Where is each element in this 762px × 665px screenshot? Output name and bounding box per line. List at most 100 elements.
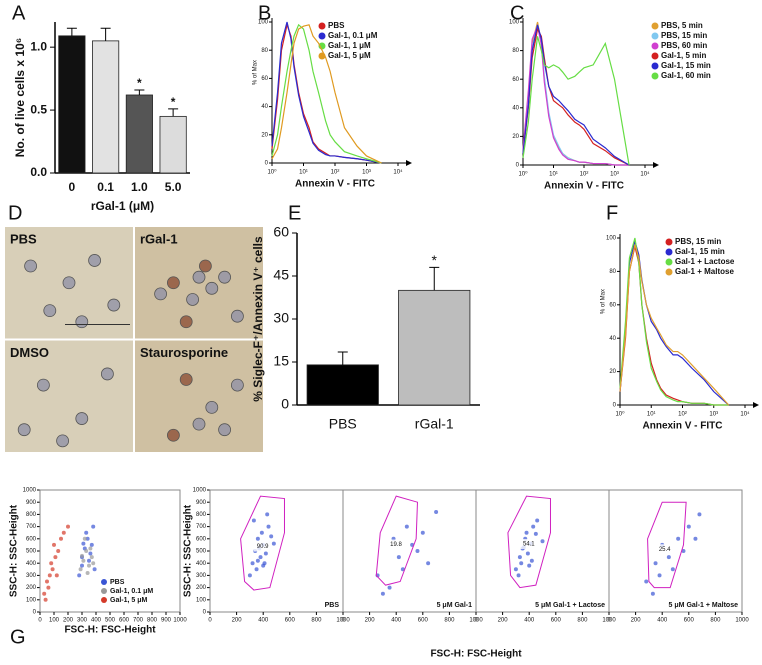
y-tick-label: 100 <box>26 597 37 603</box>
series-line <box>271 21 382 164</box>
point <box>259 530 264 535</box>
facet-label: 5 μM Gal-1 + Lactose <box>535 602 605 609</box>
facet-label: 5 μM Gal-1 <box>437 602 473 609</box>
x-tick-label: 200 <box>365 618 376 624</box>
x-tick-label: 600 <box>285 618 296 624</box>
point <box>42 591 47 596</box>
legend-swatch <box>651 22 659 30</box>
cell <box>230 309 244 323</box>
y-tick-label: 500 <box>196 549 207 555</box>
point <box>247 573 252 578</box>
cell <box>198 259 212 273</box>
y-tick-label: 60 <box>273 224 289 240</box>
x-tick-label: 400 <box>524 618 535 624</box>
cell <box>43 304 57 318</box>
y-tick-label: 40 <box>512 105 519 111</box>
y-tick-label: 20 <box>261 132 268 138</box>
legend-label: Gal-1, 5 μM <box>328 51 371 60</box>
cell <box>192 270 206 284</box>
x-tick-label: 200 <box>63 618 74 624</box>
x-tick-label: 1000 <box>735 618 749 624</box>
significance: * <box>171 95 176 109</box>
x-tick-label: PBS <box>329 416 357 432</box>
legend-label: PBS, 15 min <box>675 237 721 246</box>
x-tick-label: 200 <box>631 618 642 624</box>
point <box>251 518 256 523</box>
point <box>43 597 48 602</box>
x-tick-label: 10⁰ <box>267 169 277 176</box>
plot-frame <box>342 489 477 613</box>
point <box>80 563 84 568</box>
point <box>517 555 522 560</box>
axis-arrow <box>753 402 759 408</box>
x-tick-label: 600 <box>551 618 562 624</box>
x-axis-label: FSC-H: FSC-Height <box>430 649 522 660</box>
y-tick-label: 80 <box>609 269 616 275</box>
cell <box>75 315 89 329</box>
y-tick-label: 100 <box>196 597 207 603</box>
gate <box>240 495 285 591</box>
y-axis-label: No. of live cells x 10⁶ <box>13 38 27 158</box>
y-tick-label: 30 <box>273 310 289 326</box>
cell <box>88 254 101 267</box>
x-tick-label: 1000 <box>602 618 616 624</box>
legend-swatch <box>101 588 107 594</box>
x-tick-label: 200 <box>498 618 509 624</box>
point <box>87 558 91 563</box>
y-tick-label: 300 <box>26 573 37 579</box>
series-line <box>522 36 630 166</box>
x-tick-label: 200 <box>232 618 243 624</box>
axis-arrow <box>406 160 412 166</box>
legend-swatch <box>651 32 659 40</box>
x-axis-label: Annexin V - FITC <box>295 179 375 190</box>
legend-label: Gal-1, 1 μM <box>328 41 371 50</box>
point <box>387 585 392 590</box>
point <box>87 563 91 568</box>
legend-swatch <box>318 52 326 60</box>
legend-swatch <box>665 268 673 276</box>
x-tick-label: 10³ <box>709 412 718 418</box>
y-tick-label: 40 <box>609 336 616 342</box>
cell <box>218 423 232 437</box>
point <box>78 567 83 572</box>
y-tick-label: 100 <box>509 20 520 26</box>
micrograph <box>135 340 263 452</box>
y-tick-label: 1000 <box>23 488 37 494</box>
legend-label: PBS <box>328 21 345 30</box>
x-tick-label: 800 <box>147 618 158 624</box>
series-line <box>619 237 729 406</box>
x-tick-label: 10⁰ <box>615 411 625 418</box>
panel-label: G <box>10 626 26 648</box>
point <box>85 536 90 541</box>
x-tick-label: 0 <box>38 618 42 624</box>
point <box>693 536 698 541</box>
x-tick-label: 800 <box>710 618 721 624</box>
cell <box>179 315 193 329</box>
cell <box>75 412 89 425</box>
x-tick-label: 10⁴ <box>640 171 650 178</box>
tile-label: DMSO <box>10 345 49 360</box>
point <box>258 555 263 560</box>
x-tick-label: 1000 <box>336 618 350 624</box>
point <box>527 563 532 568</box>
gate-label: 19.8 <box>390 542 402 548</box>
panel-label: D <box>8 202 22 224</box>
gate-label: 54.1 <box>523 542 535 548</box>
y-tick-label: 0 <box>281 396 289 412</box>
gate <box>647 501 687 589</box>
cell <box>166 276 180 290</box>
point <box>255 558 260 563</box>
x-tick-label: 10³ <box>362 170 371 176</box>
point <box>657 573 662 578</box>
y-tick-label: 60 <box>609 302 616 308</box>
point <box>434 509 439 514</box>
point <box>91 561 96 566</box>
x-tick-label: 10⁴ <box>740 411 750 418</box>
x-tick-label: 10¹ <box>647 412 656 418</box>
point <box>53 555 58 560</box>
plot-frame <box>39 489 181 613</box>
point <box>88 546 93 551</box>
x-tick-label: 800 <box>444 618 455 624</box>
point <box>80 553 84 558</box>
point <box>415 549 420 553</box>
